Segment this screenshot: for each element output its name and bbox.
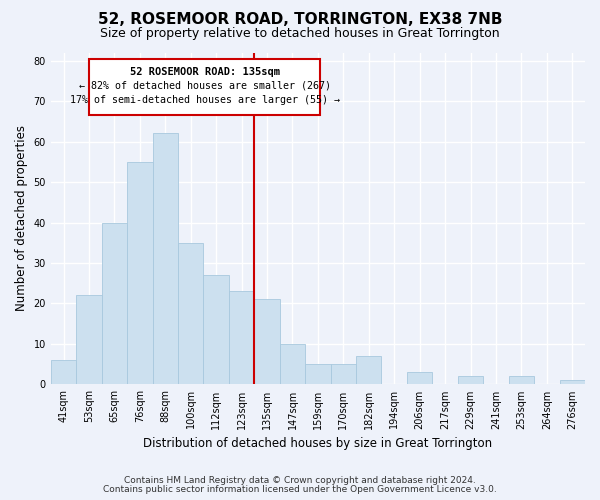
Text: 52, ROSEMOOR ROAD, TORRINGTON, EX38 7NB: 52, ROSEMOOR ROAD, TORRINGTON, EX38 7NB: [98, 12, 502, 28]
FancyBboxPatch shape: [89, 58, 320, 115]
Bar: [560, 380, 585, 384]
Text: ← 82% of detached houses are smaller (267): ← 82% of detached houses are smaller (26…: [79, 81, 331, 91]
Bar: [51, 360, 76, 384]
Text: 17% of semi-detached houses are larger (55) →: 17% of semi-detached houses are larger (…: [70, 95, 340, 105]
Bar: [254, 300, 280, 384]
Bar: [76, 296, 101, 384]
Text: Contains public sector information licensed under the Open Government Licence v3: Contains public sector information licen…: [103, 484, 497, 494]
Text: 52 ROSEMOOR ROAD: 135sqm: 52 ROSEMOOR ROAD: 135sqm: [130, 66, 280, 76]
Y-axis label: Number of detached properties: Number of detached properties: [15, 126, 28, 312]
Bar: [178, 243, 203, 384]
Bar: [356, 356, 382, 384]
Text: Size of property relative to detached houses in Great Torrington: Size of property relative to detached ho…: [100, 28, 500, 40]
Bar: [127, 162, 152, 384]
Bar: [305, 364, 331, 384]
Bar: [458, 376, 483, 384]
Bar: [280, 344, 305, 385]
Bar: [407, 372, 433, 384]
Bar: [509, 376, 534, 384]
Bar: [152, 134, 178, 384]
Bar: [203, 275, 229, 384]
Bar: [229, 292, 254, 384]
X-axis label: Distribution of detached houses by size in Great Torrington: Distribution of detached houses by size …: [143, 437, 493, 450]
Text: Contains HM Land Registry data © Crown copyright and database right 2024.: Contains HM Land Registry data © Crown c…: [124, 476, 476, 485]
Bar: [101, 222, 127, 384]
Bar: [331, 364, 356, 384]
